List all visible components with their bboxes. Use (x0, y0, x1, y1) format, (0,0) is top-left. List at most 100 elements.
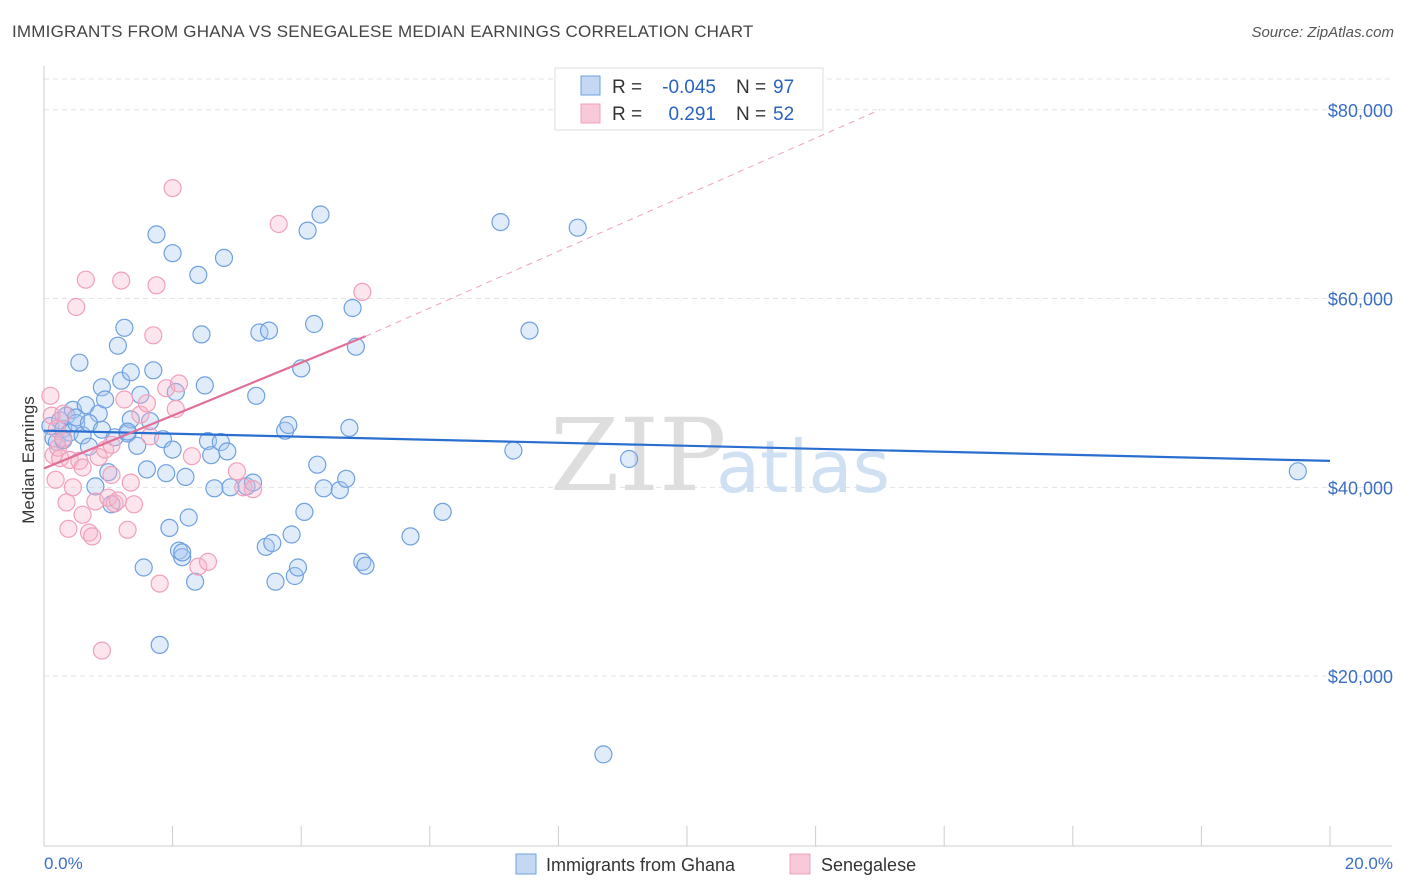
point-senegalese (131, 405, 150, 424)
legend-swatch-ghana (580, 75, 601, 96)
point-ghana (619, 449, 639, 469)
point-ghana (247, 386, 266, 405)
point-senegalese (121, 473, 140, 492)
point-ghana (221, 478, 240, 497)
point-ghana (263, 533, 282, 553)
point-senegalese (63, 478, 83, 497)
point-ghana (279, 415, 298, 435)
legend-swatch-senegal (580, 103, 601, 124)
point-ghana (108, 336, 128, 355)
point-ghana (568, 218, 587, 237)
legend-n-value-1: 97 (773, 77, 794, 98)
axes (43, 66, 1392, 847)
point-ghana (311, 205, 330, 224)
point-ghana (276, 421, 295, 440)
point-senegalese (46, 470, 65, 489)
bottom-legend-swatch-senegal (789, 853, 811, 875)
point-senegalese (198, 552, 218, 572)
bottom-legend-label-senegal: Senegalese (821, 855, 916, 875)
point-ghana (147, 225, 166, 244)
point-ghana (594, 745, 613, 764)
point-ghana (76, 396, 95, 415)
point-senegalese (137, 394, 156, 413)
point-ghana (134, 558, 153, 577)
point-senegalese (89, 448, 108, 467)
point-ghana (356, 556, 375, 575)
point-ghana (282, 525, 301, 544)
point-ghana (491, 213, 510, 232)
legend-n-label-1: N = (736, 77, 766, 98)
bottom-legend-label-ghana: Immigrants from Ghana (546, 855, 736, 875)
point-senegalese (169, 374, 189, 393)
legend-n-label-2: N = (736, 104, 766, 125)
y-tick-labels: $20,000 $40,000 $60,000 $80,000 (1328, 101, 1393, 687)
legend-n-value-2: 52 (773, 104, 794, 125)
point-ghana (115, 318, 134, 337)
point-ghana (163, 244, 182, 263)
point-senegalese (269, 214, 288, 234)
point-ghana (305, 314, 324, 334)
point-ghana (186, 572, 205, 591)
watermark-zip: ZIP (550, 397, 726, 514)
point-ghana (179, 508, 198, 527)
y-tick-label: $20,000 (1328, 667, 1393, 687)
point-ghana (337, 469, 356, 488)
point-senegalese (83, 527, 102, 546)
point-senegalese (54, 429, 73, 448)
legend-r-value-1: -0.045 (662, 77, 716, 98)
point-senegalese (57, 493, 76, 512)
point-ghana (343, 298, 362, 318)
chart-source: Source: ZipAtlas.com (1251, 24, 1394, 41)
point-senegalese (54, 404, 73, 423)
point-ghana (192, 325, 211, 344)
point-ghana (314, 479, 333, 498)
point-senegalese (118, 520, 137, 539)
point-senegalese (227, 462, 246, 481)
grid-lines (44, 78, 1392, 677)
point-senegalese (189, 557, 208, 576)
point-senegalese (73, 505, 92, 524)
point-ghana (1288, 462, 1307, 481)
x-tick-label-start: 0.0% (44, 854, 83, 873)
point-ghana (433, 502, 452, 521)
point-ghana (218, 442, 237, 461)
y-axis-title: Median Earnings (19, 396, 38, 524)
point-ghana (330, 481, 349, 500)
point-ghana (266, 572, 285, 591)
stats-legend: R = -0.045 N = 97 R = 0.291 N = 52 (554, 67, 824, 131)
point-senegalese (67, 297, 86, 317)
point-ghana (504, 441, 523, 460)
point-ghana (128, 436, 147, 455)
point-senegalese (47, 419, 67, 438)
point-ghana (340, 418, 359, 437)
point-ghana (95, 390, 115, 409)
point-ghana (243, 473, 263, 492)
point-ghana (173, 548, 192, 567)
point-ghana (401, 527, 420, 546)
point-ghana (160, 518, 179, 538)
point-ghana (288, 558, 308, 577)
point-ghana (163, 440, 182, 459)
trend-lines (43, 109, 1331, 470)
point-ghana (295, 502, 314, 521)
point-ghana (259, 321, 279, 340)
x-tick-label-end: 20.0% (1345, 854, 1393, 873)
point-ghana (144, 361, 163, 380)
point-ghana (157, 464, 176, 483)
point-ghana (173, 543, 192, 562)
y-tick-label: $40,000 (1328, 478, 1393, 498)
legend-r-value-2: 0.291 (668, 104, 716, 125)
point-senegalese (112, 271, 131, 290)
point-ghana (99, 463, 118, 482)
point-senegalese (73, 458, 92, 477)
point-senegalese (144, 326, 163, 345)
point-senegalese (108, 491, 128, 510)
trend-line-senegalese (43, 335, 366, 470)
point-senegalese (41, 386, 60, 405)
y-tick-label: $60,000 (1328, 290, 1393, 310)
watermark-atlas: atlas (716, 425, 890, 509)
bottom-legend-swatch-ghana (515, 853, 537, 875)
point-ghana (520, 321, 539, 340)
point-senegalese (59, 519, 78, 538)
